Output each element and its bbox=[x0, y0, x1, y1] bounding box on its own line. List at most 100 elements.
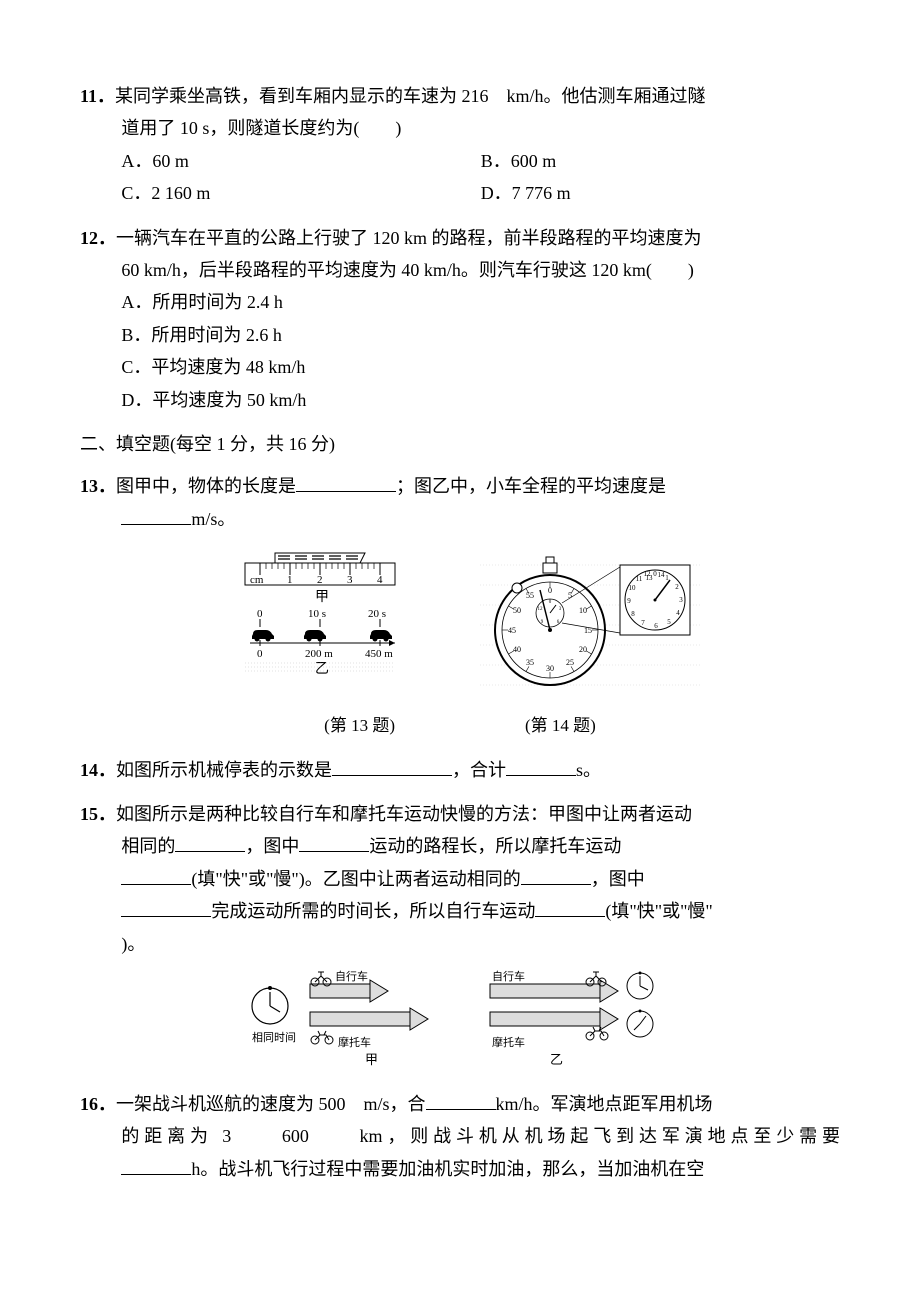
q15-text2a: 相同的 bbox=[121, 836, 175, 856]
figure-14-svg: 0510 152025 303540 455055 036 912 012 34… bbox=[480, 545, 700, 705]
svg-text:40: 40 bbox=[513, 645, 521, 654]
q15-text1: 如图所示是两种比较自行车和摩托车运动快慢的方法：甲图中让两者运动 bbox=[116, 804, 692, 824]
q12-option-a: A．所用时间为 2.4 h bbox=[121, 286, 840, 318]
svg-text:30: 30 bbox=[546, 664, 554, 673]
q15-blank-3 bbox=[121, 866, 191, 885]
q16-blank-1 bbox=[426, 1091, 496, 1110]
q11-number: 11． bbox=[80, 86, 115, 106]
svg-text:6: 6 bbox=[654, 622, 658, 630]
q11-option-c: C．2 160 m bbox=[121, 177, 480, 209]
q11-option-a: A．60 m bbox=[121, 145, 480, 177]
q15-text4a: 完成运动所需的时间长，所以自行车运动 bbox=[211, 901, 535, 921]
figure-14-caption: (第 14 题) bbox=[525, 711, 596, 742]
q14-blank-1 bbox=[332, 757, 452, 776]
svg-text:4: 4 bbox=[676, 609, 680, 617]
svg-text:13: 13 bbox=[646, 574, 654, 582]
q15-text5: )。 bbox=[121, 928, 840, 960]
q15-number: 15． bbox=[80, 804, 116, 824]
svg-text:摩托车: 摩托车 bbox=[338, 1035, 371, 1049]
svg-text:11: 11 bbox=[636, 575, 643, 583]
q15-blank-5 bbox=[121, 898, 211, 917]
question-14: 14．如图所示机械停表的示数是 ，合计 s。 bbox=[80, 754, 840, 786]
svg-text:10: 10 bbox=[579, 606, 587, 615]
svg-text:14: 14 bbox=[658, 571, 666, 579]
figure-row-13-14: cm 1 2 3 4 甲 0 10 s 20 s bbox=[80, 545, 840, 705]
svg-text:12: 12 bbox=[538, 607, 544, 612]
q14-blank-2 bbox=[506, 757, 576, 776]
car-icon bbox=[252, 630, 392, 642]
section-2-header: 二、填空题(每空 1 分，共 16 分) bbox=[80, 428, 840, 460]
caption-row-13-14: (第 13 题) (第 14 题) bbox=[80, 711, 840, 742]
svg-text:4: 4 bbox=[377, 574, 383, 586]
q16-text1a: 一架战斗机巡航的速度为 500 m/s，合 bbox=[116, 1094, 426, 1114]
svg-text:0: 0 bbox=[257, 648, 263, 660]
svg-text:3: 3 bbox=[347, 574, 353, 586]
q15-blank-6 bbox=[535, 898, 605, 917]
q12-text-line1: 一辆汽车在平直的公路上行驶了 120 km 的路程，前半段路程的平均速度为 bbox=[116, 228, 702, 248]
q14-number: 14． bbox=[80, 760, 116, 780]
q16-text3: h。战斗机飞行过程中需要加油机实时加油，那么，当加油机在空 bbox=[191, 1159, 704, 1179]
q13-unit: m/s。 bbox=[191, 509, 235, 529]
q14-text-a: 如图所示机械停表的示数是 bbox=[116, 760, 332, 780]
q12-option-d: D．平均速度为 50 km/h bbox=[121, 384, 840, 416]
fig15-same-time-label: 相同时间 bbox=[252, 1031, 296, 1044]
q15-text2c: 运动的路程长，所以摩托车运动 bbox=[369, 836, 621, 856]
svg-text:乙: 乙 bbox=[550, 1052, 563, 1067]
svg-text:50: 50 bbox=[513, 606, 521, 615]
q15-blank-1 bbox=[175, 833, 245, 852]
question-15: 15．如图所示是两种比较自行车和摩托车运动快慢的方法：甲图中让两者运动 相同的 ，… bbox=[80, 798, 840, 1076]
q16-text2: 的距离为 3 600 km，则战斗机从机场起飞到达军演地点至少需要 bbox=[121, 1120, 840, 1152]
q14-text-b: ，合计 bbox=[452, 760, 506, 780]
q15-text3a: (填"快"或"慢")。乙图中让两者运动相同的 bbox=[191, 869, 520, 889]
q15-text2b: ，图中 bbox=[245, 836, 299, 856]
question-11: 11．某同学乘坐高铁，看到车厢内显示的车速为 216 km/h。他估测车厢通过隧… bbox=[80, 80, 840, 210]
svg-text:35: 35 bbox=[526, 658, 534, 667]
svg-text:10: 10 bbox=[629, 584, 637, 592]
q16-blank-2 bbox=[121, 1156, 191, 1175]
svg-text:55: 55 bbox=[526, 591, 534, 600]
svg-text:20 s: 20 s bbox=[368, 608, 386, 620]
svg-text:10 s: 10 s bbox=[308, 608, 326, 620]
q16-text1b: km/h。军演地点距军用机场 bbox=[496, 1094, 713, 1114]
q11-option-d: D．7 776 m bbox=[481, 177, 840, 209]
svg-text:自行车: 自行车 bbox=[335, 969, 368, 983]
ruler-cm-label: cm bbox=[250, 574, 264, 586]
q13-text-a: 图甲中，物体的长度是 bbox=[116, 476, 296, 496]
fig13-yi-label: 乙 bbox=[315, 661, 329, 677]
figure-13-svg: cm 1 2 3 4 甲 0 10 s 20 s bbox=[220, 545, 420, 705]
q14-text-c: s。 bbox=[576, 760, 601, 780]
question-16: 16．一架战斗机巡航的速度为 500 m/s，合 km/h。军演地点距军用机场 的… bbox=[80, 1088, 840, 1185]
q12-option-b: B．所用时间为 2.6 h bbox=[121, 319, 840, 351]
q15-blank-4 bbox=[521, 866, 591, 885]
q11-text-line1: 某同学乘坐高铁，看到车厢内显示的车速为 216 km/h。他估测车厢通过隧 bbox=[115, 86, 706, 106]
svg-text:1: 1 bbox=[287, 574, 293, 586]
question-13: 13．图甲中，物体的长度是；图乙中，小车全程的平均速度是 m/s。 bbox=[80, 470, 840, 741]
figure-15-svg: 相同时间 自行车 摩托车 甲 bbox=[240, 966, 680, 1076]
q11-options-row1: A．60 m B．600 m bbox=[121, 145, 840, 177]
svg-text:45: 45 bbox=[508, 626, 516, 635]
svg-text:2: 2 bbox=[317, 574, 323, 586]
svg-text:2: 2 bbox=[675, 583, 679, 591]
svg-text:7: 7 bbox=[641, 619, 645, 627]
question-12: 12．一辆汽车在平直的公路上行驶了 120 km 的路程，前半段路程的平均速度为… bbox=[80, 222, 840, 416]
q12-number: 12． bbox=[80, 228, 116, 248]
svg-text:3: 3 bbox=[679, 596, 683, 604]
q11-option-b: B．600 m bbox=[481, 145, 840, 177]
svg-text:0: 0 bbox=[548, 586, 552, 595]
q15-blank-2 bbox=[299, 833, 369, 852]
q15-text4b: (填"快"或"慢" bbox=[605, 901, 712, 921]
q16-number: 16． bbox=[80, 1094, 116, 1114]
svg-text:5: 5 bbox=[667, 618, 671, 626]
svg-text:20: 20 bbox=[579, 645, 587, 654]
svg-text:9: 9 bbox=[627, 597, 631, 605]
q13-blank-2 bbox=[121, 506, 191, 525]
svg-text:450 m: 450 m bbox=[365, 648, 393, 660]
svg-text:自行车: 自行车 bbox=[492, 969, 525, 983]
svg-text:200 m: 200 m bbox=[305, 648, 333, 660]
svg-text:0: 0 bbox=[257, 608, 263, 620]
q13-number: 13． bbox=[80, 476, 116, 496]
svg-text:25: 25 bbox=[566, 658, 574, 667]
q15-text3b: ，图中 bbox=[591, 869, 645, 889]
q12-option-c: C．平均速度为 48 km/h bbox=[121, 351, 840, 383]
q11-options-row2: C．2 160 m D．7 776 m bbox=[121, 177, 840, 209]
